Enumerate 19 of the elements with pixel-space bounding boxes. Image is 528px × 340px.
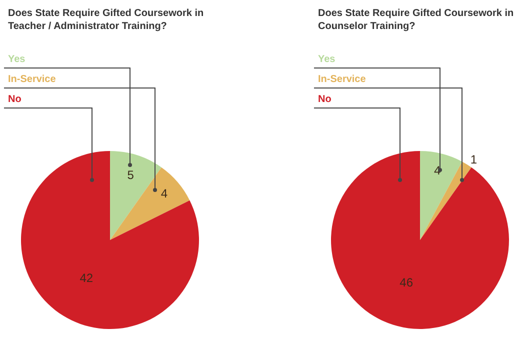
slice-label: Yes	[318, 54, 336, 65]
data-label: 42	[80, 270, 94, 285]
data-label: 46	[400, 275, 414, 290]
pie-slice	[110, 167, 190, 240]
slice-label: In-Service	[318, 74, 366, 85]
pie-slice	[21, 151, 199, 329]
slice-label: Yes	[8, 54, 26, 65]
slice-label: In-Service	[8, 74, 56, 85]
data-label: 1	[470, 152, 478, 166]
pie-slice	[331, 151, 509, 329]
slice-label: No	[318, 94, 332, 105]
slice-label: No	[8, 94, 22, 105]
pie-slice	[420, 162, 472, 240]
chart-title: Does State Require Gifted Coursework in Teacher / Administrator Training?	[8, 8, 204, 32]
data-label: 5	[127, 168, 134, 182]
pie-slice	[110, 151, 162, 240]
chart-title: Does State Require Gifted Coursework in Counselor Training?	[318, 8, 514, 32]
pie-slice	[420, 151, 462, 240]
data-label: 4	[160, 186, 168, 200]
